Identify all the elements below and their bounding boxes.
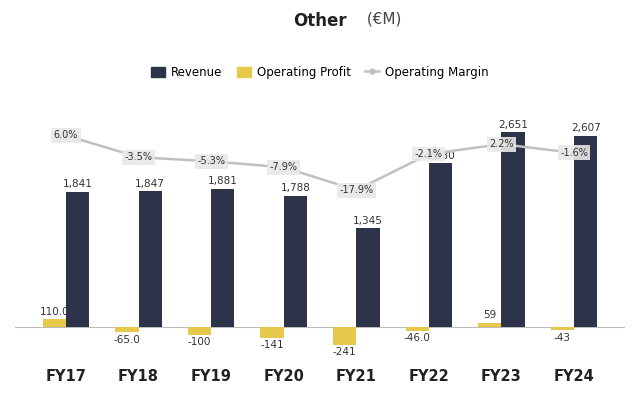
Bar [43,319,66,327]
Bar [574,136,597,327]
Bar [406,327,429,330]
Text: -1.6%: -1.6% [560,148,588,158]
Bar [429,163,452,327]
Bar [138,192,162,327]
Bar [502,132,525,327]
Text: 1,345: 1,345 [353,216,383,226]
Text: 1,841: 1,841 [63,179,93,189]
Text: 2,607: 2,607 [571,123,600,133]
Bar [551,327,574,330]
Text: -5.3%: -5.3% [197,156,225,166]
Text: -241: -241 [333,348,356,358]
Text: -46.0: -46.0 [404,333,431,343]
Text: Other: Other [293,12,347,30]
Text: 1,881: 1,881 [208,176,237,186]
Text: -43: -43 [554,333,571,343]
Bar [115,327,138,332]
Text: 2,651: 2,651 [498,120,528,130]
Text: 1,788: 1,788 [280,183,310,193]
Bar [66,192,89,327]
Text: 59: 59 [483,310,497,320]
Text: -7.9%: -7.9% [269,162,298,172]
Bar [333,327,356,345]
Bar [260,327,284,338]
Text: 2,230: 2,230 [426,151,456,161]
Text: -65.0: -65.0 [113,334,140,344]
Text: 1,847: 1,847 [135,179,165,189]
Text: -3.5%: -3.5% [125,152,152,162]
Text: (€M): (€M) [362,12,401,27]
Text: 6.0%: 6.0% [54,130,78,140]
Bar [356,228,380,327]
Text: 110.0: 110.0 [40,306,69,316]
Text: -17.9%: -17.9% [339,185,373,195]
Bar [188,327,211,334]
Text: -2.1%: -2.1% [415,149,443,159]
Text: -100: -100 [188,337,211,347]
Bar [284,196,307,327]
Text: -141: -141 [260,340,284,350]
Legend: Revenue, Operating Profit, Operating Margin: Revenue, Operating Profit, Operating Mar… [147,61,493,83]
Bar [211,189,234,327]
Bar [478,323,502,327]
Text: 2.2%: 2.2% [489,139,514,149]
